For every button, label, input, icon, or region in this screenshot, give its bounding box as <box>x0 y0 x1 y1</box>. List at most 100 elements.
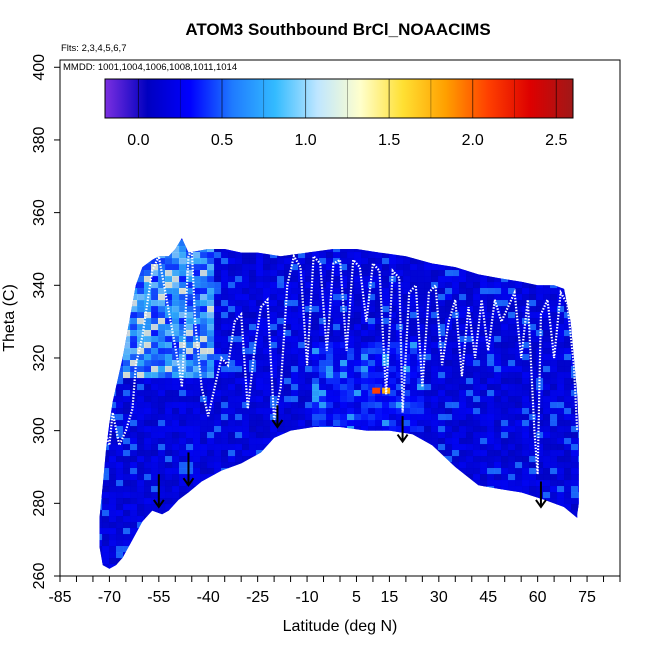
heatmap-cell <box>403 558 411 565</box>
heatmap-cell <box>67 156 75 163</box>
heatmap-cell <box>270 504 278 511</box>
heatmap-cell <box>99 276 103 283</box>
heatmap-cell <box>417 396 425 403</box>
heatmap-cell <box>81 450 89 457</box>
heatmap-cell <box>312 480 320 487</box>
heatmap-cell <box>88 552 96 559</box>
heatmap-cell <box>256 66 264 73</box>
heatmap-cell <box>326 246 334 253</box>
heatmap-cell <box>99 294 103 301</box>
heatmap-cell <box>130 444 138 451</box>
heatmap-cell <box>102 390 110 397</box>
heatmap-cell <box>424 360 432 367</box>
heatmap-cell <box>151 564 159 569</box>
heatmap-cell <box>263 126 271 133</box>
heatmap-cell <box>298 246 306 253</box>
heatmap-cell <box>165 336 173 343</box>
heatmap-cell <box>193 264 201 271</box>
heatmap-cell <box>389 558 397 565</box>
heatmap-cell <box>102 180 110 187</box>
heatmap-cell <box>116 294 124 301</box>
heatmap-cell <box>445 162 453 169</box>
heatmap-cell <box>67 90 75 97</box>
heatmap-cell <box>60 228 68 235</box>
heatmap-cell <box>179 312 187 319</box>
heatmap-cell <box>298 546 306 553</box>
heatmap-cell <box>102 402 110 409</box>
heatmap-cell <box>207 474 215 481</box>
heatmap-cell <box>452 516 460 523</box>
heatmap-cell <box>102 312 110 319</box>
heatmap-cell <box>305 294 313 301</box>
heatmap-cell <box>179 498 187 505</box>
heatmap-cell <box>109 144 117 151</box>
heatmap-cell <box>396 300 404 307</box>
heatmap-cell <box>284 402 292 409</box>
heatmap-cell <box>452 528 460 535</box>
heatmap-cell <box>60 306 68 313</box>
heatmap-cell <box>99 252 103 259</box>
heatmap-cell <box>445 174 453 181</box>
heatmap-cell <box>249 204 257 211</box>
heatmap-cell <box>410 138 418 145</box>
heatmap-cell <box>403 336 411 343</box>
heatmap-cell <box>312 432 320 439</box>
heatmap-cell <box>123 216 131 223</box>
heatmap-cell <box>88 84 96 91</box>
heatmap-cell <box>151 252 159 259</box>
dates-note: MMDD: 1001,1004,1006,1008,1011,1014 <box>63 62 237 73</box>
heatmap-cell <box>270 552 278 559</box>
heatmap-cell <box>459 396 467 403</box>
heatmap-cell <box>298 120 306 127</box>
heatmap-cell <box>452 420 460 427</box>
heatmap-cell <box>109 516 117 523</box>
heatmap-cell <box>256 492 264 499</box>
heatmap-cell <box>270 372 278 379</box>
heatmap-cell <box>368 126 376 133</box>
heatmap-cell <box>67 432 75 439</box>
heatmap-cell <box>186 324 194 331</box>
heatmap-cell <box>235 282 243 289</box>
heatmap-cell <box>438 162 446 169</box>
heatmap-cell <box>340 486 348 493</box>
heatmap-cell <box>235 366 243 373</box>
heatmap-cell <box>417 288 425 295</box>
heatmap-cell <box>172 432 180 439</box>
heatmap-cell <box>207 552 215 559</box>
heatmap-cell <box>158 186 166 193</box>
heatmap-cell <box>186 414 194 421</box>
heatmap-cell <box>410 558 418 565</box>
heatmap-cell <box>60 390 68 397</box>
heatmap-cell <box>81 174 89 181</box>
heatmap-cell <box>326 238 334 241</box>
heatmap-cell <box>130 210 138 217</box>
heatmap-cell <box>193 378 201 385</box>
heatmap-cell <box>242 330 250 337</box>
heatmap-cell <box>417 216 425 223</box>
heatmap-cell <box>214 528 222 535</box>
heatmap-cell <box>186 474 194 481</box>
heatmap-cell <box>74 312 82 319</box>
heatmap-cell <box>179 504 187 511</box>
heatmap-cell <box>81 78 89 85</box>
heatmap-cell <box>438 366 446 373</box>
heatmap-cell <box>312 486 320 493</box>
heatmap-cell <box>116 330 124 337</box>
heatmap-cell <box>459 246 467 253</box>
heatmap-cell <box>326 540 334 547</box>
heatmap-cell <box>186 294 194 301</box>
heatmap-cell <box>235 306 243 313</box>
heatmap-cell <box>410 522 418 529</box>
heatmap-cell <box>123 294 131 301</box>
heatmap-cell <box>375 336 383 343</box>
heatmap-cell <box>88 510 96 517</box>
heatmap-cell <box>403 60 411 67</box>
heatmap-cell <box>102 174 110 181</box>
heatmap-cell <box>235 240 243 247</box>
heatmap-cell <box>67 270 75 277</box>
heatmap-cell <box>214 276 222 283</box>
heatmap-cell <box>200 546 208 553</box>
heatmap-cell <box>326 150 334 157</box>
heatmap-cell <box>298 468 306 475</box>
heatmap-cell <box>214 384 222 391</box>
